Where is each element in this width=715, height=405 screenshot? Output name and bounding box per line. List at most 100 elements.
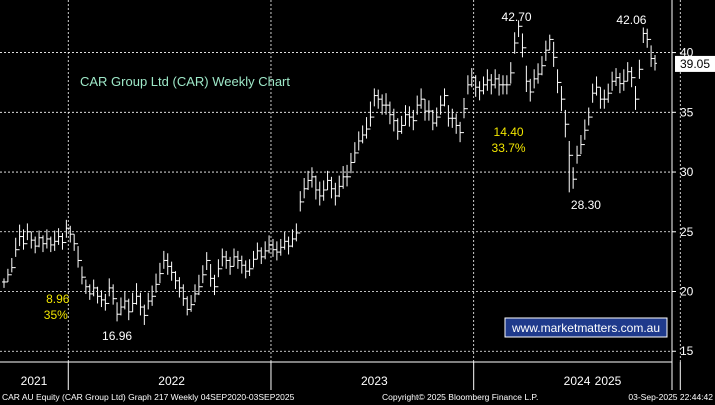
ohlc-bar <box>290 229 295 248</box>
ohlc-bar <box>543 40 548 67</box>
ohlc-bar <box>83 276 88 294</box>
ohlc-bar <box>204 252 209 276</box>
y-tick-label: 15 <box>680 344 694 358</box>
ohlc-bar <box>64 219 69 244</box>
ohlc-bar <box>500 75 505 95</box>
ohlc-bar <box>44 229 49 249</box>
ohlc-bar <box>130 292 135 313</box>
ohlc-bar <box>309 167 314 188</box>
ohlc-bar <box>48 236 53 253</box>
ohlc-bar <box>345 164 350 187</box>
ohlc-bar <box>645 28 650 48</box>
ohlc-bar <box>575 145 580 180</box>
ohlc-bar <box>107 278 112 304</box>
ohlc-bar <box>403 105 408 126</box>
x-tick-label: 2021 <box>21 374 48 388</box>
ohlc-bar <box>142 304 147 325</box>
ohlc-bar <box>286 236 291 255</box>
watermark-text: www.marketmatters.com.au <box>511 321 660 335</box>
ohlc-bar <box>157 262 162 285</box>
ohlc-bar <box>52 230 57 251</box>
ohlc-bar <box>598 86 603 109</box>
ohlc-bar <box>461 97 466 134</box>
ohlc-bar <box>177 277 182 298</box>
ohlc-bar <box>111 284 116 305</box>
ohlc-bar <box>181 284 186 306</box>
ohlc-bar <box>446 95 451 127</box>
ohlc-bar <box>169 261 174 281</box>
ohlc-bar <box>423 98 428 121</box>
ohlc-bar <box>165 253 170 275</box>
y-tick-label: 35 <box>680 105 694 119</box>
x-tick-label: 2023 <box>361 374 388 388</box>
ohlc-bar <box>633 77 638 110</box>
ohlc-bar <box>255 242 260 260</box>
ohlc-bar <box>161 250 166 275</box>
annotation-move: 14.40 <box>494 125 524 139</box>
annotation-move: 35% <box>44 308 68 322</box>
ohlc-bar <box>528 78 533 102</box>
ohlc-bar <box>146 292 151 316</box>
ohlc-bar <box>454 113 459 134</box>
ohlc-bar <box>208 259 213 287</box>
ohlc-bar <box>126 298 131 321</box>
ohlc-bar <box>333 182 338 206</box>
ohlc-bar <box>411 109 416 131</box>
ohlc-bar <box>200 265 205 288</box>
ohlc-bar <box>391 108 396 132</box>
ohlc-bar <box>434 107 439 127</box>
ohlc-bar <box>641 27 646 70</box>
ohlc-bar <box>185 296 190 316</box>
ohlc-bar <box>481 76 486 95</box>
ohlc-bar <box>243 260 248 279</box>
ohlc-bar <box>29 231 34 249</box>
ohlc-bar <box>321 180 326 201</box>
ohlc-bar <box>79 259 84 285</box>
ohlc-bar <box>465 75 470 110</box>
ohlc-bar <box>25 223 30 245</box>
ohlc-bar <box>302 178 307 203</box>
ohlc-bar <box>138 292 143 316</box>
x-tick-label: 2022 <box>158 374 185 388</box>
ohlc-bar <box>571 154 576 189</box>
ohlc-bar <box>602 89 607 109</box>
ohlc-bar <box>516 20 521 44</box>
ohlc-bar <box>278 238 283 256</box>
ohlc-bar <box>415 95 420 122</box>
ohlc-bar <box>76 243 81 268</box>
ohlc-bars <box>2 20 657 325</box>
ohlc-bar <box>395 118 400 140</box>
ohlc-bar <box>189 295 194 312</box>
footer-copyright: Copyright© 2025 Bloomberg Finance L.P. <box>382 392 539 402</box>
ohlc-bar <box>99 290 104 308</box>
ohlc-bar <box>364 117 369 139</box>
ohlc-bar <box>9 258 14 276</box>
ohlc-bar <box>637 59 642 100</box>
ohlc-bar <box>376 89 381 109</box>
ohlc-bar <box>352 142 357 163</box>
ohlc-bar <box>298 191 303 234</box>
annotation-move: 8.96 <box>46 292 70 306</box>
ohlc-bar <box>384 93 389 115</box>
ohlc-bar <box>154 273 159 297</box>
ohlc-bar <box>442 88 447 107</box>
ohlc-bar <box>173 271 178 290</box>
y-tick-label: 25 <box>680 225 694 239</box>
ohlc-bar <box>512 32 517 74</box>
ohlc-bar <box>37 230 42 248</box>
ohlc-bar <box>532 69 537 93</box>
ohlc-bar <box>17 224 22 251</box>
ohlc-bar <box>235 250 240 269</box>
annotation-low: 16.96 <box>102 329 132 343</box>
ohlc-bar <box>224 250 229 269</box>
ohlc-bar <box>216 259 221 288</box>
ohlc-bar <box>497 74 502 96</box>
ohlc-bar <box>477 81 482 101</box>
annotation-high: 42.06 <box>616 13 646 27</box>
ohlc-bar <box>372 88 377 118</box>
ohlc-bar <box>594 76 599 96</box>
ohlc-bar <box>649 38 654 67</box>
ohlc-bar <box>614 68 619 87</box>
y-tick-label: 20 <box>680 285 694 299</box>
